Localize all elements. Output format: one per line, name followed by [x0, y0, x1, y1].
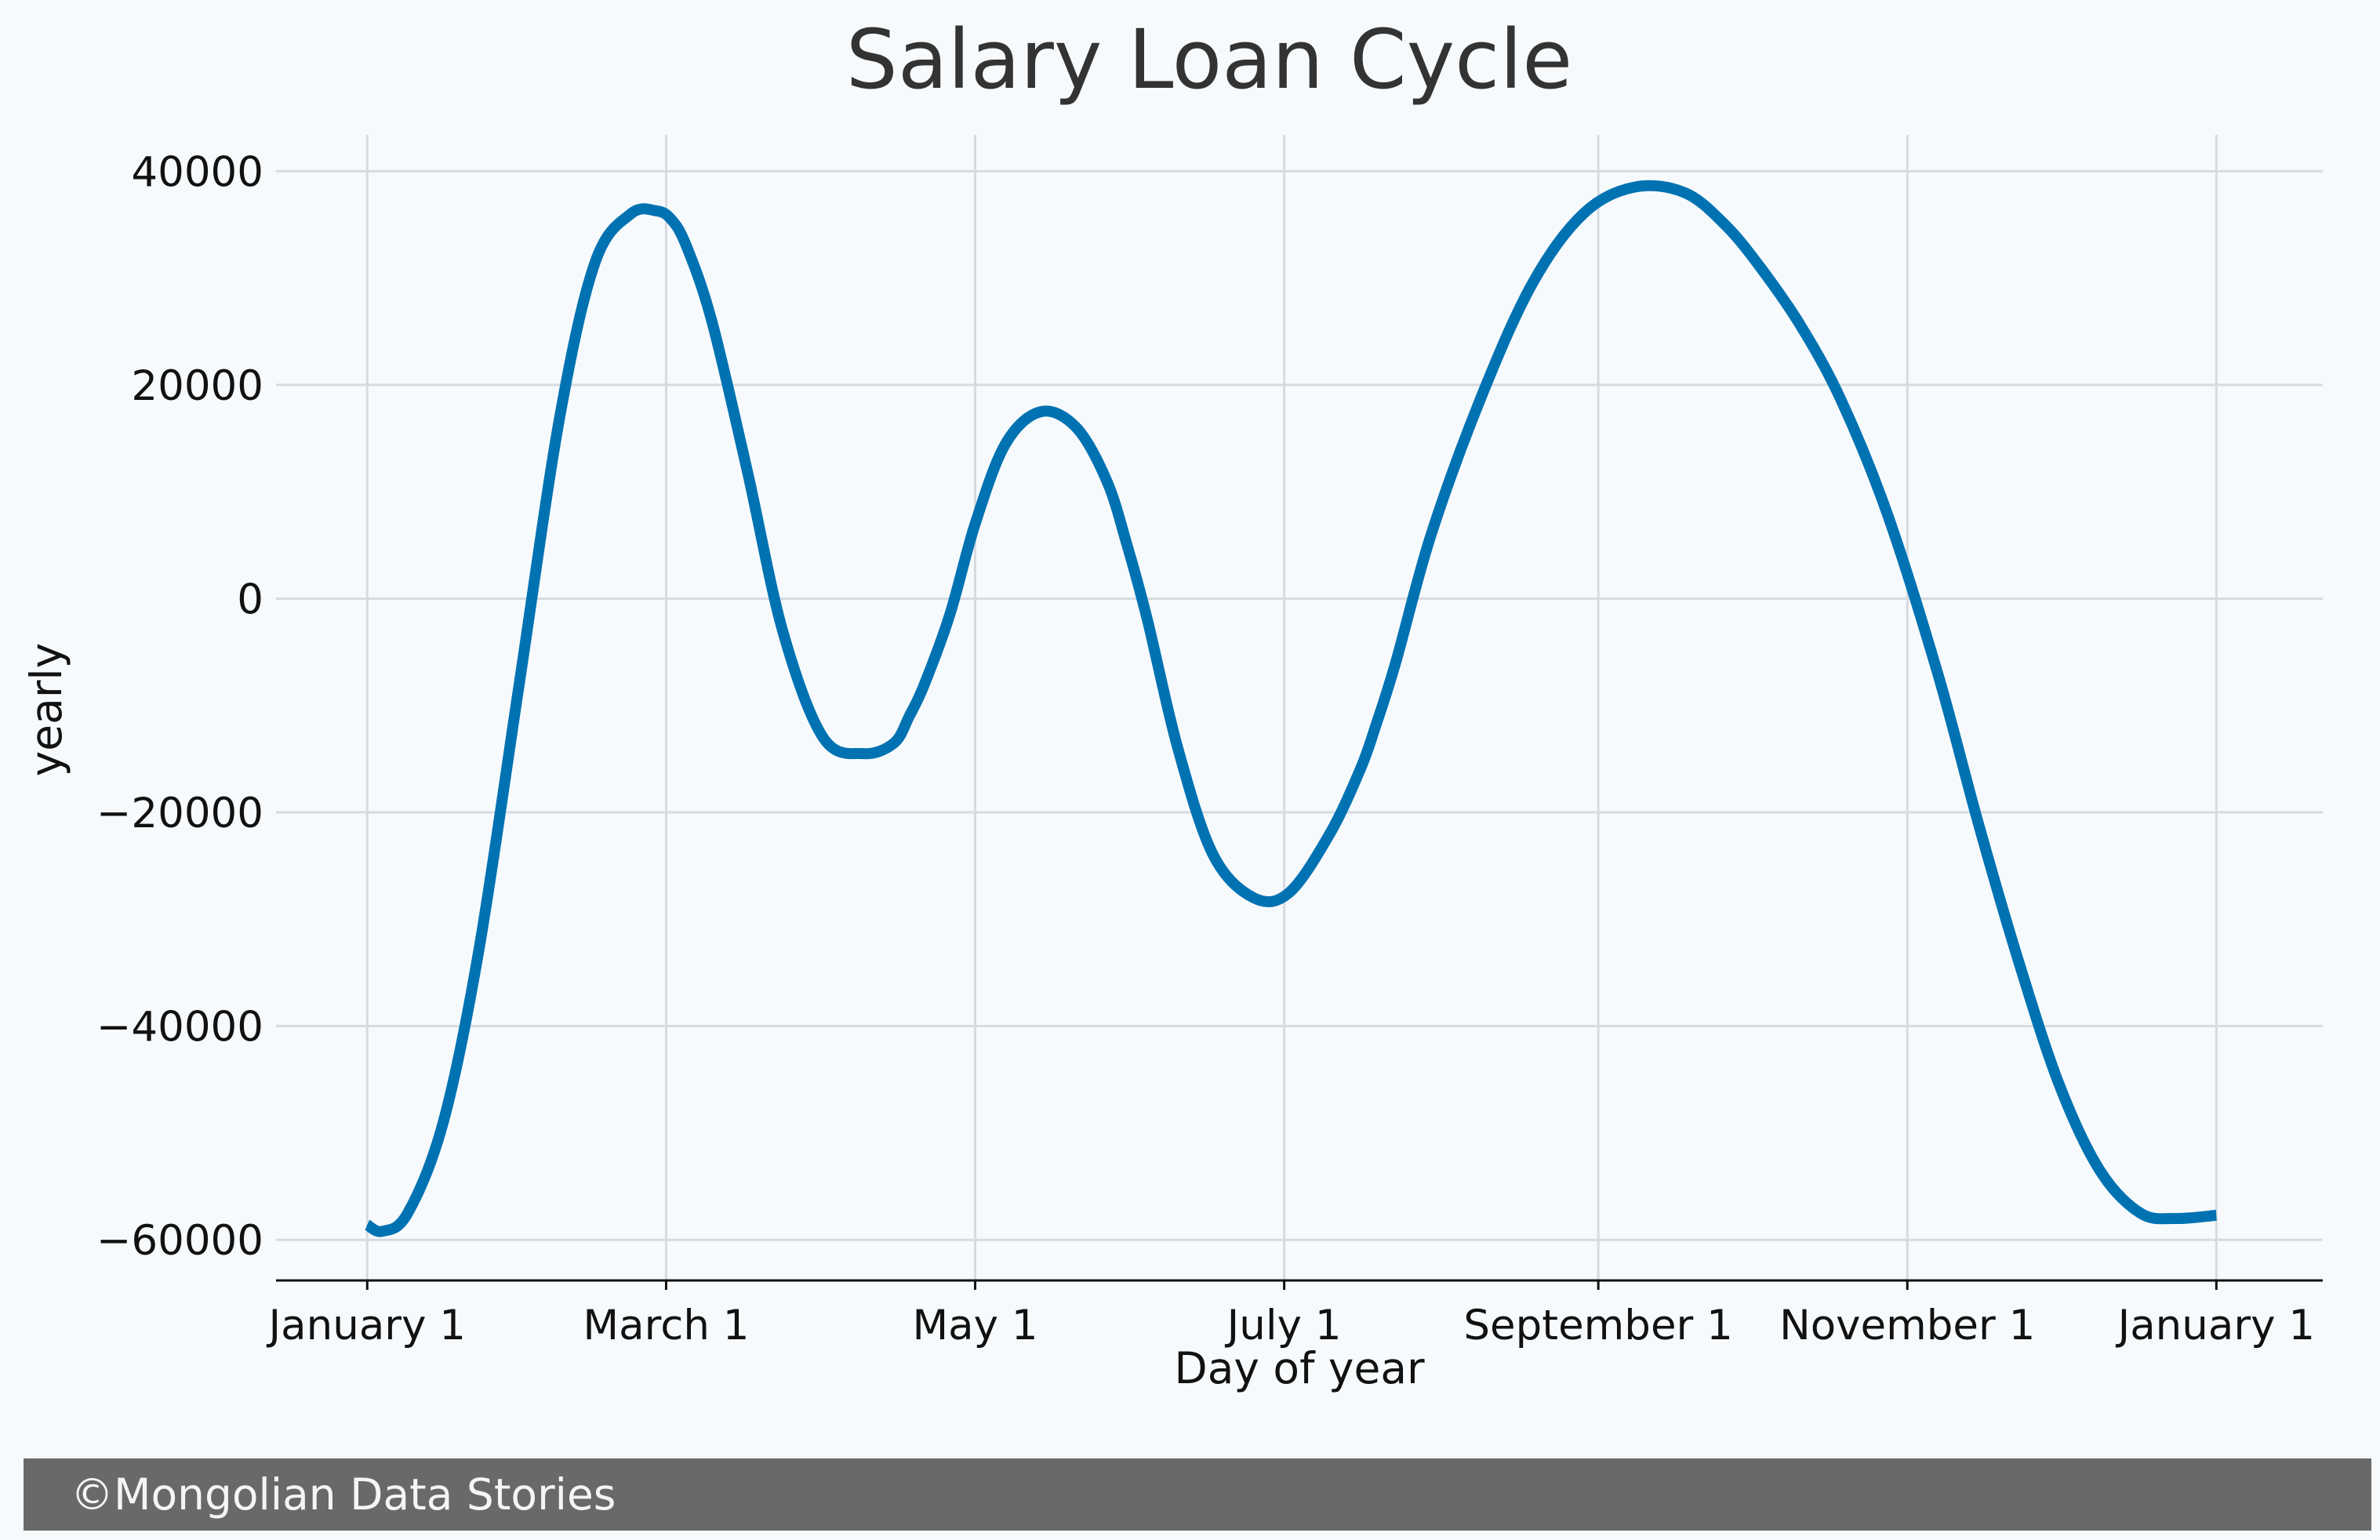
x-tick-label: January 1 [267, 1302, 467, 1349]
x-tick-labels: January 1 March 1 May 1 July 1 September 1 No… [267, 1280, 2316, 1349]
y-tick-label: 0 [237, 576, 263, 623]
y-tick-label: −40000 [96, 1004, 263, 1051]
grid [276, 135, 2323, 1280]
y-tick-label: −20000 [96, 790, 263, 837]
copyright-text: ©Mongolian Data Stories [71, 1469, 616, 1520]
footer-banner: ©Mongolian Data Stories [24, 1458, 2371, 1531]
series-line [364, 180, 2217, 1237]
y-tick-label: 40000 [131, 148, 263, 196]
x-axis-title: Day of year [1174, 1343, 1425, 1393]
x-tick-label: March 1 [583, 1302, 749, 1349]
y-tick-label: 20000 [131, 362, 263, 410]
chart-title: Salary Loan Cycle [846, 12, 1572, 107]
x-tick-label: January 1 [2116, 1302, 2316, 1349]
y-tick-labels: 40000 20000 0 −20000 −40000 −60000 [96, 148, 263, 1265]
y-tick-label: −60000 [96, 1217, 263, 1265]
y-axis-title: yearly [21, 643, 71, 777]
x-tick-label: November 1 [1779, 1302, 2035, 1349]
x-tick-label: May 1 [912, 1302, 1037, 1349]
x-tick-label: July 1 [1225, 1302, 1342, 1349]
series-layer [364, 180, 2217, 1237]
x-tick-label: September 1 [1463, 1302, 1733, 1349]
